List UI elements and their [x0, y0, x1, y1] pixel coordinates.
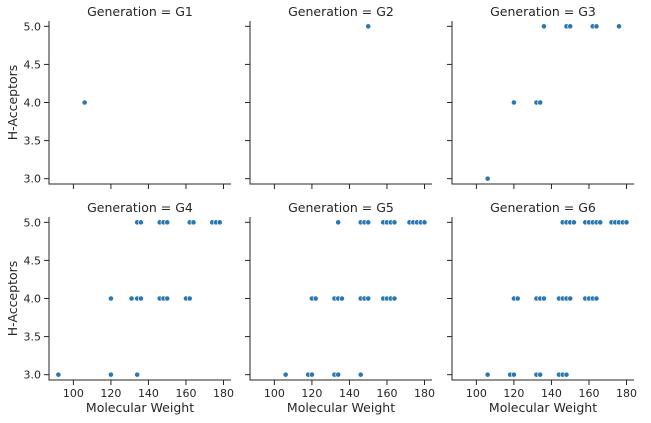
data-point: [537, 99, 544, 106]
x-axis-label: Molecular Weight: [489, 400, 597, 415]
data-point: [365, 219, 372, 226]
data-point: [593, 23, 600, 30]
data-point: [597, 219, 604, 226]
x-tick-label: 180: [616, 387, 637, 400]
x-tick-label: 160: [578, 387, 599, 400]
y-tick-label: 3.0: [24, 173, 42, 186]
panel-5-title: Generation = G5: [288, 200, 394, 215]
y-tick-label: 4.5: [24, 254, 42, 267]
data-point: [537, 371, 544, 378]
data-point: [282, 371, 289, 378]
x-tick-label: 160: [376, 387, 397, 400]
panel-1-title: Generation = G1: [87, 4, 193, 19]
panel-3-title: Generation = G3: [490, 4, 596, 19]
y-axis-label: H-Acceptors: [5, 65, 20, 141]
data-point: [616, 23, 622, 30]
y-tick-label: 3.5: [24, 331, 42, 344]
x-tick-label: 180: [414, 387, 435, 400]
data-point: [563, 371, 570, 378]
data-point: [186, 295, 193, 302]
data-point: [571, 219, 577, 226]
x-tick-label: 120: [301, 387, 322, 400]
x-tick-label: 120: [100, 387, 121, 400]
data-point: [335, 219, 342, 226]
data-point: [391, 295, 398, 302]
x-tick-label: 140: [138, 387, 159, 400]
x-tick-label: 120: [503, 387, 524, 400]
data-point: [339, 295, 345, 302]
data-point: [309, 371, 315, 378]
x-tick-label: 140: [541, 387, 562, 400]
data-point: [335, 371, 342, 378]
y-tick-label: 5.0: [24, 216, 42, 229]
data-point: [541, 23, 547, 30]
data-point: [128, 295, 135, 302]
data-point: [138, 295, 144, 302]
data-point: [312, 295, 319, 302]
data-point: [190, 219, 197, 226]
x-tick-label: 180: [213, 387, 234, 400]
data-point: [567, 23, 574, 30]
y-tick-label: 5.0: [24, 20, 42, 33]
data-point: [365, 23, 372, 30]
data-point: [134, 371, 141, 378]
data-point: [541, 295, 547, 302]
data-point: [81, 99, 88, 106]
panel-6-title: Generation = G6: [490, 200, 596, 215]
x-tick-label: 100: [63, 387, 84, 400]
data-point: [138, 219, 144, 226]
data-point: [164, 295, 171, 302]
x-tick-label: 160: [175, 387, 196, 400]
x-axis-label: Molecular Weight: [86, 400, 194, 415]
data-point: [623, 219, 630, 226]
data-point: [365, 295, 372, 302]
y-tick-label: 4.0: [24, 293, 42, 306]
data-point: [216, 219, 223, 226]
x-tick-label: 100: [264, 387, 285, 400]
data-point: [108, 295, 114, 302]
y-tick-label: 4.0: [24, 97, 42, 110]
data-point: [357, 371, 364, 378]
y-axis-label: H-Acceptors: [5, 261, 20, 337]
data-point: [484, 371, 491, 378]
data-point: [514, 295, 521, 302]
x-tick-label: 100: [466, 387, 487, 400]
data-point: [108, 371, 114, 378]
data-point: [391, 219, 398, 226]
data-point: [593, 295, 600, 302]
data-point: [511, 99, 517, 106]
y-tick-label: 4.5: [24, 58, 42, 71]
data-point: [421, 219, 428, 226]
x-axis-label: Molecular Weight: [287, 400, 395, 415]
data-point: [567, 295, 574, 302]
y-tick-label: 3.0: [24, 369, 42, 382]
x-tick-label: 140: [339, 387, 360, 400]
data-point: [164, 219, 171, 226]
panel-4-title: Generation = G4: [87, 200, 193, 215]
data-point: [484, 175, 491, 182]
data-point: [511, 371, 517, 378]
y-tick-label: 3.5: [24, 135, 42, 148]
panel-2-title: Generation = G2: [288, 4, 394, 19]
data-point: [55, 371, 62, 378]
